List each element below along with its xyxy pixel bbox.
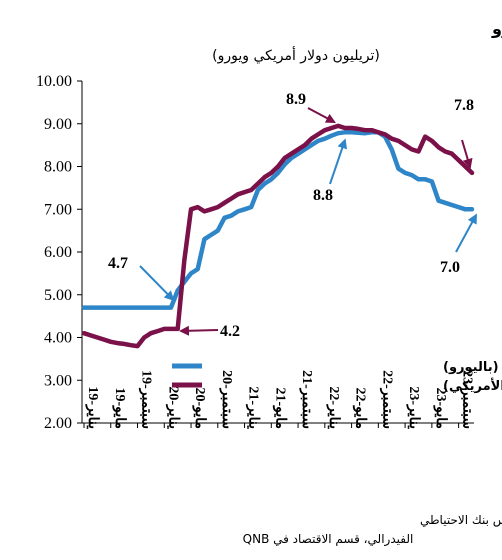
legend: البنك المركزي الأوروبي (باليورو) بنك الا… [172,358,502,394]
y-tick-label: 2.00 [44,415,72,432]
annotation-arrow [307,107,336,123]
x-tick-label: مايو-21 [272,387,287,429]
series-layer [81,123,475,349]
annotation-label: 4.2 [220,323,240,340]
x-tick-label: مايو-22 [353,387,368,429]
legend-label-fed: بنك الاحتياطي الفيدرالي (بالدولار الأمري… [443,377,502,394]
y-tick-label: 7.00 [44,201,72,218]
y-tick-label: 9.00 [44,116,72,133]
x-tick-label: يناير-20 [165,386,180,429]
x-tick-label: مايو-20 [192,387,207,429]
annotation-label: 8.8 [313,187,333,204]
x-tick-label: يناير-23 [406,386,421,429]
annotation-arrow [329,138,348,185]
annotation-arrow [455,213,477,253]
y-tick-label: 4.00 [44,330,72,347]
y-tick-label: 6.00 [44,244,72,261]
axes: 2.00 3.00 4.00 5.00 6.00 7.00 8.00 9.00 10.00 ينا… [36,73,475,432]
x-tick-label: يناير-22 [326,386,341,429]
x-tick-label: يناير-19 [85,386,100,429]
annotation-arrow [461,139,473,169]
x-tick-label: سبتمبر-19 [139,370,154,429]
annotation-label: 8.9 [286,91,306,108]
chart-title: أصول البنوك المركزية في الولايات المتحدة… [491,18,502,39]
series-line-fed [81,123,475,349]
y-tick-label: 5.00 [44,287,72,304]
annotation-label: 7.0 [440,259,460,276]
legend-label-ecb: البنك المركزي الأوروبي (باليورو) [443,358,502,375]
y-tick-label: 8.00 [44,159,72,176]
x-tick-label: سبتمبر-20 [219,370,234,429]
annotation-label: 7.8 [454,97,474,114]
series-line-ecb [81,130,475,310]
x-tick-label: سبتمبر-22 [379,370,394,429]
y-tick-label: 3.00 [44,372,72,389]
x-tick-label: سبتمبر-23 [460,370,475,429]
source-line-2: الفيدرالي، قسم الاقتصاد في QNB [243,532,414,547]
annotation-label: 4.7 [108,255,128,272]
x-tick-label: يناير-21 [246,386,261,429]
y-tick-label: 10.00 [36,73,72,90]
x-tick-label: سبتمبر-21 [299,370,314,429]
x-tick-label: مايو-19 [112,387,127,429]
x-tick-label: مايو-23 [433,387,448,429]
annotation-layer: 4.7 4.2 8.9 8.8 7.8 7.0 [108,91,477,340]
source-line-1: المصادر: البنك المركزي الأوروبي، مجلس بن… [420,512,502,528]
annotation-arrow [178,325,219,336]
chart-subtitle: (تريليون دولار أمريكي ويورو) [212,46,380,64]
annotation-arrow [139,265,175,302]
